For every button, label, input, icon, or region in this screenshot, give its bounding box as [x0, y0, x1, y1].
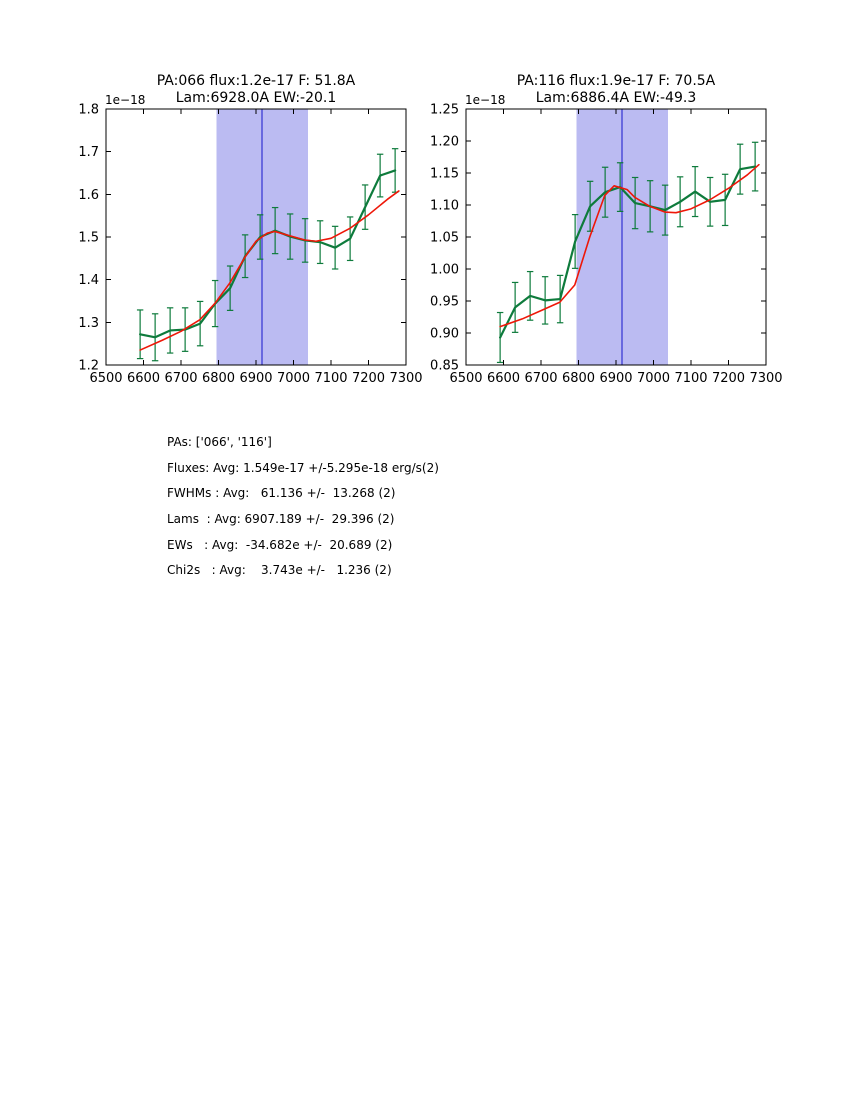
right-chart-title-line1: PA:116 flux:1.9e-17 F: 70.5A: [516, 73, 716, 89]
x-tick-label: 7300: [389, 371, 422, 386]
x-tick-label: 7100: [314, 371, 347, 386]
y-tick-label: 1.20: [430, 135, 459, 150]
y-tick-label: 0.90: [430, 327, 459, 342]
y-tick-label: 0.95: [430, 295, 459, 310]
x-tick-label: 6600: [487, 371, 520, 386]
x-tick-label: 6600: [127, 371, 160, 386]
left-chart-title-line2: Lam:6928.0A EW:-20.1: [175, 90, 337, 106]
y-tick-label: 1.8: [78, 103, 99, 118]
right-chart-title: PA:116 flux:1.9e-17 F: 70.5A Lam:6886.4A…: [466, 73, 766, 107]
right-chart-title-line2: Lam:6886.4A EW:-49.3: [535, 90, 697, 106]
y-tick-label: 1.3: [78, 316, 99, 331]
y-tick-label: 1.00: [430, 263, 459, 278]
x-tick-label: 7100: [674, 371, 707, 386]
left-y-axis-offset-label: 1e−18: [105, 93, 146, 107]
y-tick-label: 1.6: [78, 188, 99, 203]
stats-line-fwhms: FWHMs : Avg: 61.136 +/- 13.268 (2): [167, 486, 396, 501]
x-tick-label: 6500: [89, 371, 122, 386]
y-tick-label: 1.7: [78, 145, 99, 160]
stats-line-lams: Lams : Avg: 6907.189 +/- 29.396 (2): [167, 512, 395, 527]
stats-line-fluxes: Fluxes: Avg: 1.549e-17 +/-5.295e-18 erg/…: [167, 460, 439, 475]
x-tick-label: 6800: [202, 371, 235, 386]
x-tick-label: 6800: [562, 371, 595, 386]
x-tick-label: 6700: [524, 371, 557, 386]
y-tick-label: 1.5: [78, 231, 99, 246]
spectrum-line: [499, 165, 757, 339]
stats-line-chi2s: Chi2s : Avg: 3.743e +/- 1.236 (2): [167, 563, 392, 578]
y-tick-label: 1.4: [78, 273, 99, 288]
x-tick-label: 7200: [352, 371, 385, 386]
y-tick-label: 1.05: [430, 231, 459, 246]
fit-line: [139, 190, 400, 351]
x-tick-label: 6500: [449, 371, 482, 386]
right-y-axis-offset-label: 1e−18: [465, 93, 506, 107]
y-tick-label: 1.10: [430, 199, 459, 214]
x-tick-label: 7000: [637, 371, 670, 386]
x-tick-label: 6900: [599, 371, 632, 386]
stats-line-pas: PAs: ['066', '116']: [167, 435, 272, 449]
x-tick-label: 7200: [712, 371, 745, 386]
x-tick-label: 6700: [164, 371, 197, 386]
x-tick-label: 7000: [277, 371, 310, 386]
y-tick-label: 1.25: [430, 103, 459, 118]
stats-line-ews: EWs : Avg: -34.682e +/- 20.689 (2): [167, 537, 393, 552]
y-tick-label: 1.15: [430, 167, 459, 182]
fit-line: [499, 163, 760, 328]
y-tick-label: 1.2: [78, 359, 99, 374]
left-chart-title: PA:066 flux:1.2e-17 F: 51.8A Lam:6928.0A…: [106, 73, 406, 107]
x-tick-label: 6900: [239, 371, 272, 386]
stats-block: PAs: ['066', '116'] Fluxes: Avg: 1.549e-…: [167, 435, 439, 589]
left-chart-title-line1: PA:066 flux:1.2e-17 F: 51.8A: [156, 73, 356, 89]
y-tick-label: 0.85: [430, 359, 459, 374]
x-tick-label: 7300: [749, 371, 782, 386]
